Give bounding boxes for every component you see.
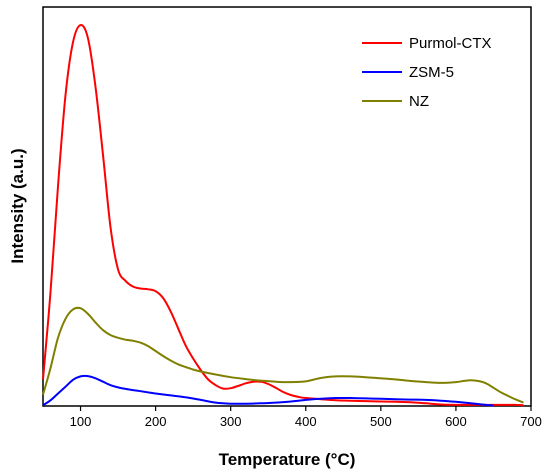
series-line-purmol-ctx	[42, 24, 524, 407]
x-axis-ticks: 100 200 300 400 500 600 700	[70, 406, 542, 429]
plot-frame	[42, 6, 532, 407]
x-tick-label: 300	[220, 414, 242, 429]
legend-label: ZSM-5	[409, 64, 454, 81]
x-tick-label: 100	[70, 414, 92, 429]
legend: Purmol-CTX ZSM-5 NZ	[362, 35, 492, 110]
series-line-zsm-5	[42, 374, 494, 407]
x-tick-label: 500	[370, 414, 392, 429]
x-tick-label: 400	[295, 414, 317, 429]
x-tick-label: 200	[145, 414, 167, 429]
y-axis-title: Intensity (a.u.)	[8, 148, 27, 263]
x-axis-title: Temperature (°C)	[219, 450, 356, 469]
legend-label: Purmol-CTX	[409, 35, 492, 52]
legend-label: NZ	[409, 93, 429, 110]
x-tick-label: 700	[520, 414, 542, 429]
series-layer	[42, 24, 524, 407]
x-tick-label: 600	[445, 414, 467, 429]
series-line-nz	[42, 306, 524, 404]
